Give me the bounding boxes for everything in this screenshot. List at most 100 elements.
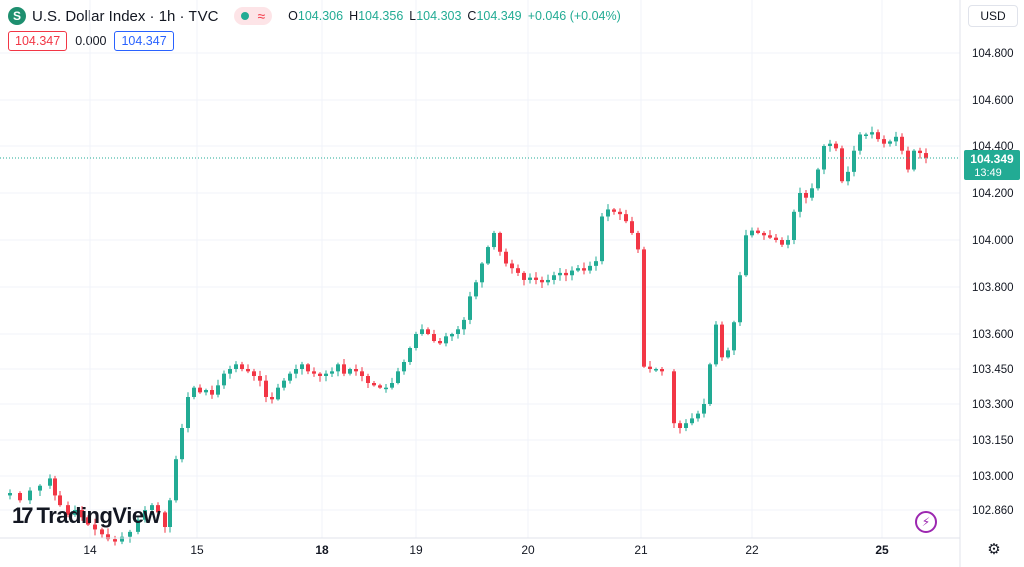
last-price-tag: 104.349 13:49 <box>964 150 1020 180</box>
market-open-dot-icon <box>241 12 250 20</box>
candle-body <box>180 428 184 460</box>
candle-body <box>408 348 412 362</box>
candle-body <box>804 193 808 198</box>
candle-body <box>858 134 862 151</box>
price-tick-label: 104.000 <box>972 235 1014 247</box>
candle-body <box>468 296 472 320</box>
candle-body <box>834 143 838 149</box>
candle-body <box>792 211 796 240</box>
candle-body <box>18 493 22 501</box>
lightning-icon[interactable]: ⚡ <box>915 511 937 533</box>
candle-body <box>744 235 748 276</box>
candle-body <box>852 150 856 172</box>
candle-body <box>106 534 110 540</box>
candle-body <box>258 376 262 381</box>
candle-body <box>894 136 898 142</box>
candle-body <box>222 373 226 386</box>
gear-icon[interactable]: ⚙ <box>987 541 1001 558</box>
candle-body <box>432 334 436 341</box>
candle-body <box>66 505 70 515</box>
candle-body <box>840 148 844 182</box>
candle-body <box>80 510 84 518</box>
price-tick-label: 103.000 <box>972 471 1014 483</box>
candle-body <box>372 383 376 386</box>
candle-body <box>264 380 268 397</box>
candle-body <box>762 232 766 236</box>
candle-body <box>294 369 298 374</box>
candle-body <box>480 263 484 283</box>
candle-body <box>582 268 586 271</box>
open-value: 104.306 <box>297 9 344 23</box>
buy-button[interactable]: 104.347 <box>114 31 174 51</box>
candle-body <box>912 150 916 170</box>
symbol-logo-icon: S <box>8 7 26 25</box>
candle-body <box>270 397 274 400</box>
candle-body <box>240 364 244 369</box>
candle-body <box>234 364 238 369</box>
candle-body <box>906 150 910 170</box>
price-tick-label: 104.600 <box>972 95 1014 107</box>
candle-body <box>576 268 580 271</box>
price-axis: 104.800104.600104.400104.200104.000103.8… <box>972 48 1014 517</box>
candle-body <box>288 373 292 381</box>
candle-body <box>822 146 826 170</box>
candle-body <box>312 371 316 374</box>
market-status-pill[interactable]: ≈ <box>234 7 273 25</box>
candle-body <box>678 423 682 428</box>
delayed-data-icon: ≈ <box>257 8 266 24</box>
time-tick-label: 21 <box>634 543 648 557</box>
candle-body <box>402 362 406 372</box>
candle-body <box>462 319 466 330</box>
candle-body <box>354 369 358 372</box>
currency-selector[interactable]: USD <box>968 5 1018 27</box>
candle-body <box>624 214 628 222</box>
chart-grid <box>0 0 960 538</box>
candle-body <box>342 364 346 374</box>
time-tick-label: 15 <box>190 543 204 557</box>
candle-body <box>318 373 322 376</box>
candle-body <box>136 519 140 532</box>
change-value: +0.046 (+0.04%) <box>527 9 621 23</box>
price-tick-label: 103.450 <box>972 364 1014 376</box>
close-label: C <box>467 9 477 23</box>
candle-body <box>900 136 904 151</box>
sell-button[interactable]: 104.347 <box>8 31 68 51</box>
price-tick-label: 103.300 <box>972 399 1014 411</box>
candle-body <box>630 221 634 233</box>
candle-body <box>282 380 286 388</box>
price-tick-label: 104.200 <box>972 188 1014 200</box>
candle-body <box>786 240 790 245</box>
time-tick-label: 18 <box>315 543 329 557</box>
candle-body <box>540 279 544 283</box>
price-tick-label: 104.800 <box>972 48 1014 60</box>
trade-buttons: 104.347 0.000 104.347 <box>8 31 174 51</box>
candle-body <box>732 322 736 351</box>
high-value: 104.356 <box>358 9 404 23</box>
candle-body <box>882 139 886 144</box>
candle-body <box>246 369 250 372</box>
candle-body <box>498 232 502 252</box>
candle-body <box>708 364 712 404</box>
candle-body <box>228 369 232 374</box>
candle-body <box>128 531 132 537</box>
candle-body <box>168 500 172 527</box>
tradingview-logo[interactable]: 17 TradingView <box>12 503 161 529</box>
candle-body <box>93 524 97 530</box>
candle-body <box>186 397 190 428</box>
candle-body <box>798 193 802 212</box>
candle-body <box>534 277 538 280</box>
candle-body <box>600 216 604 262</box>
candle-body <box>204 390 208 393</box>
candle-body <box>396 371 400 383</box>
candle-body <box>492 232 496 248</box>
candle-body <box>58 495 62 506</box>
price-tick-label: 103.600 <box>972 329 1014 341</box>
symbol-title[interactable]: U.S. Dollar Index · 1h · TVC <box>32 7 219 25</box>
candle-body <box>486 247 490 264</box>
candle-body <box>864 134 868 136</box>
candle-body <box>252 371 256 376</box>
time-tick-label: 22 <box>745 543 759 557</box>
candle-body <box>456 329 460 334</box>
candle-body <box>702 404 706 414</box>
